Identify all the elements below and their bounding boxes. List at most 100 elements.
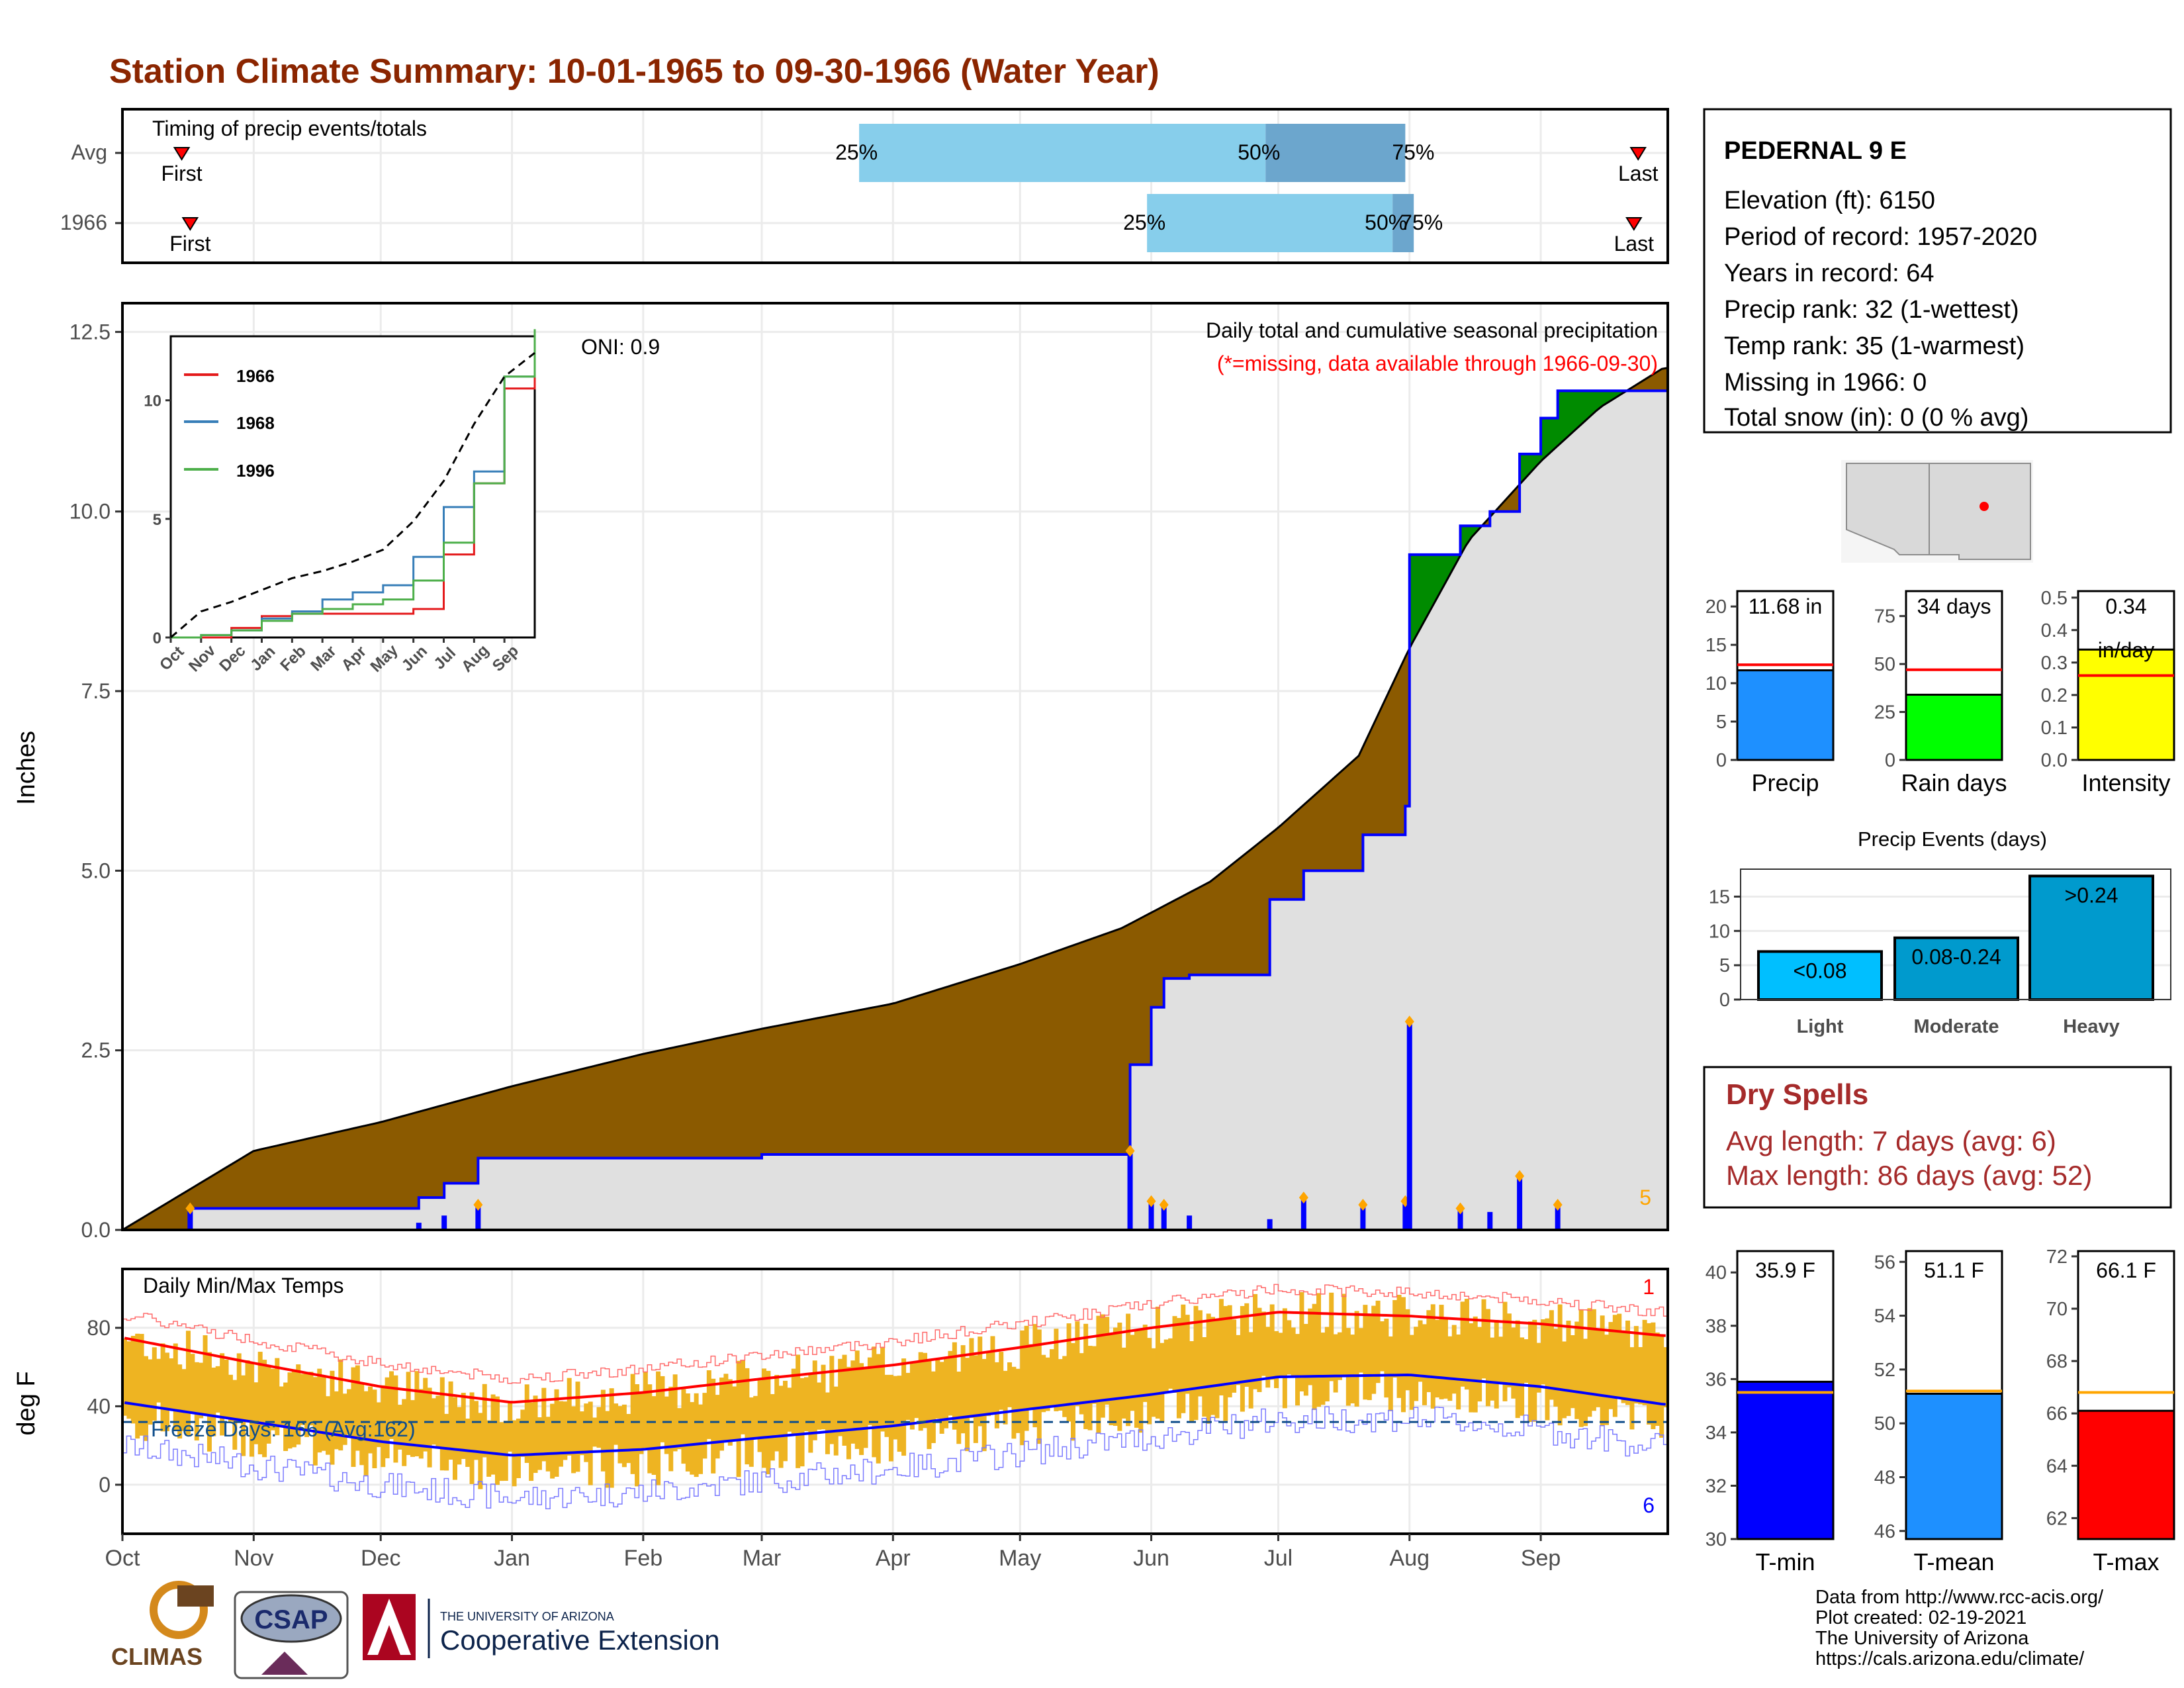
daily-temp-bar: [1596, 1329, 1601, 1407]
summary-bar-ytick: 0: [1885, 750, 1895, 771]
daily-temp-bar: [706, 1370, 711, 1439]
daily-temp-bar: [461, 1393, 466, 1460]
footer-line: Data from http://www.rcc-acis.org/: [1815, 1587, 2104, 1608]
temp-bar-ytick: 64: [2046, 1456, 2068, 1477]
daily-temp-bar: [1257, 1307, 1262, 1392]
daily-temp-bar: [1477, 1327, 1482, 1402]
daily-precip-bar: [1517, 1176, 1523, 1230]
daily-temp-bar: [1015, 1368, 1021, 1433]
daily-temp-bar: [592, 1417, 598, 1447]
temp-bar-ytick: 34: [1706, 1423, 1727, 1444]
daily-temp-bar: [1303, 1323, 1308, 1396]
daily-temp-bar: [1451, 1325, 1457, 1394]
temp-bar-ytick: 66: [2046, 1403, 2068, 1425]
temp-bar-ytick: 40: [1706, 1262, 1727, 1284]
daily-temp-bar: [927, 1359, 932, 1450]
summary-bar-ytick: 0.2: [2041, 685, 2068, 706]
daily-temp-bar: [1515, 1320, 1520, 1419]
daily-temp-bar: [1651, 1322, 1656, 1429]
daily-temp-bar: [1126, 1313, 1131, 1427]
footer-credits: Data from http://www.rcc-acis.org/ Plot …: [1815, 1587, 2104, 1669]
daily-temp-bar: [194, 1362, 199, 1441]
daily-temp-bar: [410, 1400, 416, 1457]
precip-events-frame: [1740, 868, 2171, 1000]
event-marker: [1553, 1199, 1563, 1211]
precip-panel: 0.0 2.5 5.0 7.5 10.0 12.5 Inches Daily total …: [13, 302, 1669, 1242]
daily-temp-bar: [1435, 1319, 1440, 1398]
daily-temp-bar: [931, 1371, 936, 1444]
daily-temp-bar: [1549, 1310, 1554, 1400]
temp-ytick-label: 0: [99, 1473, 111, 1497]
daily-temp-bar: [508, 1401, 513, 1452]
record-high-count: 1: [1643, 1275, 1655, 1299]
daily-temp-bar: [1359, 1328, 1363, 1373]
daily-temp-bar: [215, 1366, 220, 1413]
precip-events-ytick: 5: [1719, 955, 1730, 976]
csap-logo: CSAP: [234, 1591, 349, 1679]
daily-temp-bar: [338, 1359, 343, 1451]
inset-xtick-label: Feb: [277, 642, 309, 675]
daily-temp-bar: [376, 1402, 381, 1448]
daily-temp-bar: [796, 1354, 801, 1468]
daily-temp-bar: [690, 1402, 695, 1475]
daily-temp-bar: [880, 1346, 886, 1432]
daily-temp-bar: [1502, 1301, 1508, 1401]
locator-map: [1841, 460, 2033, 563]
inset-xtick-label: Dec: [216, 642, 249, 675]
daily-temp-bar: [490, 1394, 496, 1475]
temp-bar-ytick: 46: [1874, 1521, 1895, 1542]
daily-temp-bar: [817, 1382, 822, 1430]
daily-temp-bar: [169, 1358, 174, 1409]
daily-temp-bar: [558, 1401, 563, 1467]
daily-temp-bar: [321, 1376, 326, 1451]
daily-temp-bar: [1287, 1320, 1292, 1375]
daily-temp-bar: [1121, 1347, 1126, 1419]
daily-temp-bar: [1007, 1362, 1013, 1407]
daily-temp-bar: [909, 1363, 915, 1430]
daily-temp-bar: [423, 1378, 428, 1452]
daily-temp-bar: [732, 1386, 737, 1440]
daily-temp-bar: [385, 1377, 390, 1458]
daily-temp-bar: [1566, 1321, 1571, 1417]
inset-xtick-label: Jun: [398, 642, 431, 675]
daily-temp-bar: [554, 1389, 559, 1477]
daily-temp-bar: [253, 1382, 259, 1444]
temp-bar-label: T-mean: [1913, 1548, 1994, 1575]
daily-temp-bar: [241, 1375, 246, 1456]
daily-temp-bar: [1295, 1334, 1300, 1406]
daily-temp-bar: [1261, 1311, 1266, 1376]
daily-temp-bar: [1282, 1308, 1287, 1409]
daily-temp-bar: [867, 1357, 872, 1425]
daily-temp-bar: [842, 1354, 847, 1446]
first-event-marker: [181, 217, 199, 231]
daily-temp-bar: [626, 1414, 631, 1464]
daily-temp-bar: [1091, 1346, 1097, 1404]
observed-cumulative-line: [122, 389, 1668, 1231]
daily-temp-bar: [1236, 1335, 1241, 1385]
month-tick-label: Jul: [1264, 1546, 1293, 1571]
daily-temp-bar: [381, 1385, 386, 1468]
dry-spells-max: Max length: 86 days (avg: 52): [1726, 1160, 2092, 1191]
daily-temp-bar: [884, 1374, 889, 1437]
timing-row-1966-label: 1966: [60, 211, 107, 234]
temp-bar-ytick: 32: [1706, 1476, 1727, 1497]
daily-temp-bar: [1248, 1332, 1253, 1409]
daily-temp-bar: [1324, 1327, 1330, 1402]
dry-spells-box: Dry Spells Avg length: 7 days (avg: 6) M…: [1703, 1066, 2172, 1209]
daily-temp-bar: [872, 1346, 877, 1458]
daily-temp-bar: [1308, 1308, 1313, 1385]
daily-temp-bar: [1240, 1305, 1245, 1412]
daily-temp-bar: [1312, 1303, 1317, 1411]
daily-temp-bar: [439, 1377, 445, 1471]
ua-logo-small: THE UNIVERSITY OF ARIZONA: [440, 1610, 614, 1623]
daily-temp-bar: [164, 1352, 169, 1431]
daily-temp-bar: [1232, 1319, 1237, 1393]
event-marker: [1298, 1192, 1308, 1204]
daily-temp-bar: [672, 1374, 678, 1452]
daily-temp-bar: [1079, 1353, 1084, 1415]
daily-temp-bar: [1147, 1338, 1152, 1425]
daily-temp-bar: [639, 1392, 644, 1454]
temp-bar-ytick: 30: [1706, 1529, 1727, 1550]
daily-temp-bar: [685, 1393, 690, 1472]
